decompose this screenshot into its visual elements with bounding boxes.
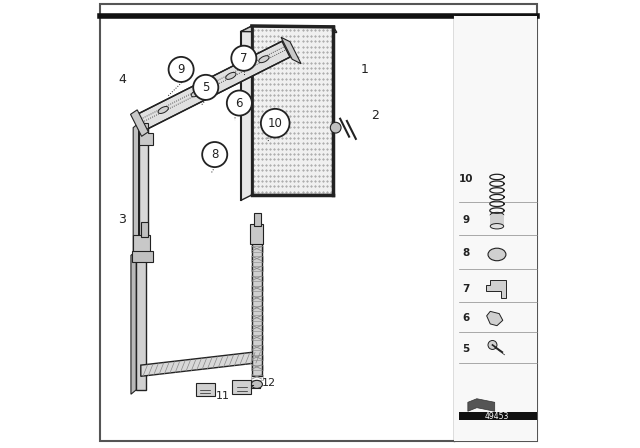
Text: 5: 5 — [462, 344, 469, 353]
FancyBboxPatch shape — [232, 380, 252, 394]
Bar — [251, 306, 263, 311]
Text: 1: 1 — [361, 63, 369, 76]
Text: 12: 12 — [261, 378, 276, 388]
Text: 49453: 49453 — [484, 412, 509, 421]
Bar — [254, 213, 261, 226]
Text: 7: 7 — [240, 52, 248, 65]
Bar — [251, 325, 263, 331]
Text: 9: 9 — [462, 215, 469, 224]
Ellipse shape — [158, 107, 168, 113]
Bar — [250, 224, 263, 244]
Bar — [251, 286, 263, 291]
Polygon shape — [132, 251, 153, 262]
Text: 8: 8 — [462, 248, 469, 258]
Text: 8: 8 — [211, 148, 218, 161]
Ellipse shape — [259, 56, 269, 63]
Polygon shape — [468, 399, 495, 411]
Text: 5: 5 — [202, 81, 209, 94]
Bar — [251, 256, 263, 262]
Bar — [136, 251, 146, 390]
Circle shape — [168, 57, 194, 82]
Text: 6: 6 — [236, 96, 243, 110]
Bar — [454, 16, 538, 441]
Circle shape — [261, 109, 289, 138]
Polygon shape — [252, 26, 333, 195]
Circle shape — [330, 122, 341, 133]
Polygon shape — [133, 123, 139, 260]
Text: 4: 4 — [118, 73, 126, 86]
Polygon shape — [131, 251, 136, 394]
Circle shape — [488, 340, 497, 349]
Polygon shape — [486, 280, 506, 298]
Circle shape — [231, 46, 257, 71]
Circle shape — [227, 90, 252, 116]
Ellipse shape — [490, 212, 504, 218]
Text: 7: 7 — [462, 284, 469, 294]
Polygon shape — [241, 26, 252, 201]
Polygon shape — [131, 110, 148, 136]
Ellipse shape — [191, 90, 202, 97]
Bar — [251, 276, 263, 281]
Polygon shape — [486, 311, 503, 326]
Polygon shape — [241, 26, 337, 33]
Bar — [251, 365, 263, 370]
Bar — [132, 235, 150, 253]
Circle shape — [202, 142, 227, 167]
Polygon shape — [138, 41, 290, 129]
Bar — [141, 222, 148, 237]
Bar — [251, 266, 263, 271]
Bar — [251, 345, 263, 350]
Bar — [251, 246, 263, 252]
Bar — [139, 123, 148, 255]
Text: 10: 10 — [458, 174, 473, 184]
Polygon shape — [139, 123, 153, 145]
Circle shape — [193, 75, 218, 100]
Ellipse shape — [488, 248, 506, 261]
Bar — [251, 375, 263, 380]
Bar — [459, 412, 538, 420]
Bar — [490, 215, 504, 226]
Text: 2: 2 — [371, 109, 379, 122]
Bar — [251, 315, 263, 321]
Bar — [251, 296, 263, 301]
Text: 3: 3 — [118, 213, 126, 226]
Bar — [252, 242, 262, 376]
Text: 9: 9 — [177, 63, 185, 76]
FancyBboxPatch shape — [196, 383, 215, 396]
Bar — [251, 335, 263, 340]
Bar — [251, 355, 263, 360]
Polygon shape — [281, 37, 301, 64]
Polygon shape — [141, 352, 257, 376]
Ellipse shape — [252, 380, 262, 388]
Ellipse shape — [226, 73, 236, 79]
Ellipse shape — [490, 224, 504, 229]
Text: 11: 11 — [216, 392, 230, 401]
Text: 6: 6 — [462, 313, 469, 323]
Text: 10: 10 — [268, 116, 283, 130]
